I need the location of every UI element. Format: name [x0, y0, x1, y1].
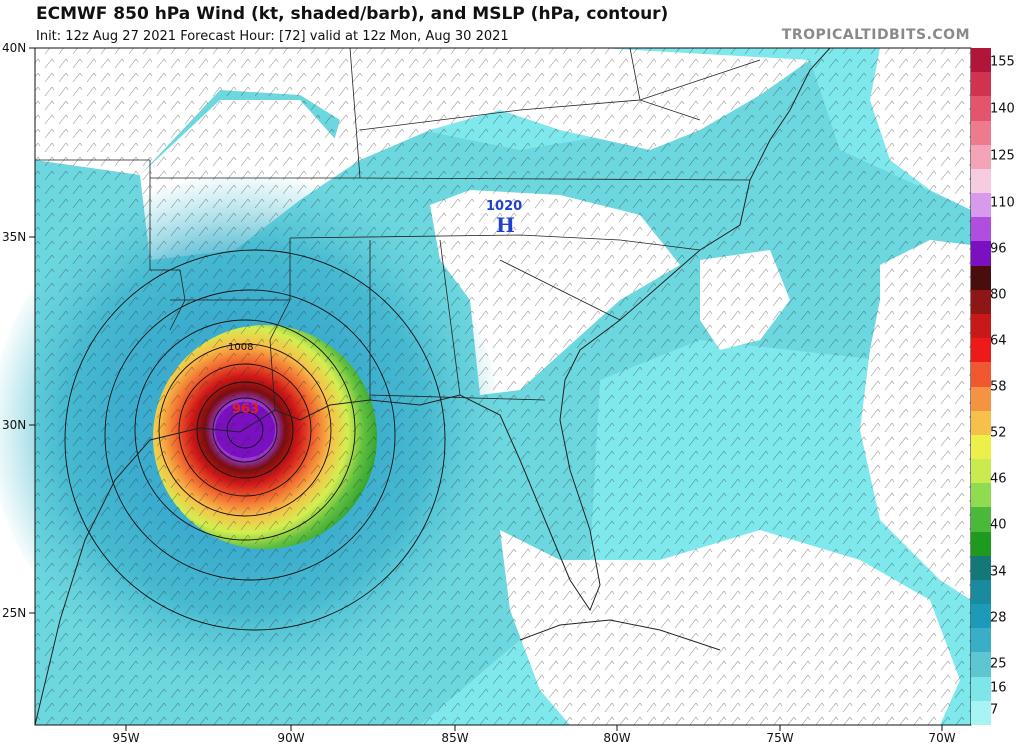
colorbar-swatch: [971, 289, 991, 315]
colorbar-swatch: [971, 579, 991, 605]
colorbar-swatch: [971, 168, 991, 194]
colorbar-swatch: [971, 410, 991, 436]
colorbar-swatch: [971, 507, 991, 533]
colorbar-label: 34: [990, 564, 1007, 580]
colorbar-label: 25: [990, 656, 1007, 672]
colorbar-swatch: [971, 241, 991, 267]
colorbar-label: 7: [990, 702, 999, 718]
colorbar-swatch: [971, 652, 991, 678]
lon-label-80w: 80W: [603, 731, 631, 745]
colorbar-swatch: [971, 700, 991, 726]
colorbar-swatch: [971, 555, 991, 581]
colorbar-swatch: [971, 604, 991, 629]
lon-label-90w: 90W: [277, 731, 305, 745]
lat-label-35n: 35N: [2, 230, 27, 244]
lon-label-70w: 70W: [928, 731, 956, 745]
colorbar-label: 28: [990, 610, 1007, 626]
colorbar-label: 80: [990, 287, 1007, 303]
colorbar-label: 64: [990, 333, 1007, 349]
colorbar-label: 16: [990, 680, 1007, 696]
high-pressure-marker: H: [496, 213, 515, 237]
wind-barbs: [35, 48, 971, 725]
lon-label-85w: 85W: [441, 731, 469, 745]
colorbar-label: 110: [990, 195, 1015, 211]
low-pressure-value: 963: [232, 402, 260, 417]
colorbar-swatch: [971, 72, 991, 97]
colorbar-swatch: [971, 338, 991, 363]
colorbar-swatch: [971, 676, 991, 702]
colorbar-swatch: [971, 531, 991, 557]
colorbar-swatch: [971, 193, 991, 218]
lat-label-25n: 25N: [2, 606, 27, 620]
colorbar-swatch: [971, 120, 991, 146]
lat-label-40n: 40N: [2, 41, 27, 55]
isobars: [64, 249, 446, 631]
colorbar-swatch: [971, 313, 991, 339]
forecast-info: Init: 12z Aug 27 2021 Forecast Hour: [72…: [36, 29, 509, 44]
chart-title: ECMWF 850 hPa Wind (kt, shaded/barb), an…: [36, 4, 669, 24]
colorbar-swatch: [971, 362, 991, 387]
colorbar-swatch: [971, 144, 991, 170]
lon-label-75w: 75W: [766, 731, 794, 745]
colorbar-swatch: [971, 386, 991, 412]
colorbar-label: 46: [990, 471, 1007, 487]
colorbar-label: 140: [990, 101, 1015, 117]
colorbar-swatch: [971, 217, 991, 242]
source-credit: TROPICALTIDBITS.COM: [781, 27, 970, 43]
colorbar-swatch: [971, 628, 991, 653]
isobar-label: 1008: [228, 342, 254, 353]
state-borders: [35, 47, 761, 411]
colorbar-label: 155: [990, 54, 1015, 70]
colorbar-label: 125: [990, 148, 1015, 164]
lat-label-30n: 30N: [2, 418, 27, 432]
colorbar-swatch: [971, 483, 991, 508]
colorbar-label: 58: [990, 379, 1007, 395]
colorbar-swatch: [971, 265, 991, 291]
colorbar-swatch: [971, 459, 991, 484]
colorbar-label: 52: [990, 425, 1007, 441]
colorbar-label: 96: [990, 241, 1007, 257]
colorbar-swatch: [971, 48, 991, 73]
colorbar-swatch: [971, 96, 991, 122]
coastlines: [34, 47, 831, 726]
high-pressure-value: 1020: [486, 199, 523, 214]
colorbar-swatch: [971, 434, 991, 460]
colorbar-label: 40: [990, 517, 1007, 533]
lon-label-95w: 95W: [112, 731, 140, 745]
axis-ticks: [29, 47, 943, 731]
